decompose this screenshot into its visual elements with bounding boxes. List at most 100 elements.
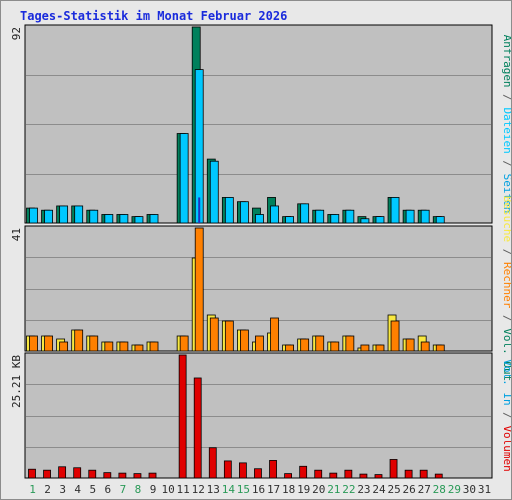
bar-volumen [133,473,142,479]
x-tick-label: 25 [387,483,400,496]
x-tick-label: 24 [372,483,386,496]
bar-rechner [315,335,325,352]
x-tick-label: 27 [418,483,431,496]
bar-rechner [300,338,310,352]
bar-dateien [405,209,415,224]
bar-dateien [209,160,219,224]
x-tick-label: 4 [74,483,81,496]
bar-volumen [178,354,187,479]
x-tick-label: 3 [59,483,66,496]
legend-entry-volumen: Volumen [501,425,512,471]
bar-rechner [345,335,355,352]
bar-volumen [28,468,36,479]
bar-dateien [315,209,325,224]
legend-separator: / [501,154,512,174]
bar-rechner [44,335,53,352]
bar-rechner [240,329,249,352]
bar-volumen [88,469,97,479]
x-tick-label: 7 [120,483,127,496]
legend-separator: / [501,242,512,262]
x-tick-label: 16 [252,483,265,496]
bar-dateien [285,216,294,224]
x-tick-label: 17 [267,483,280,496]
bar-volumen [419,469,428,479]
bar-rechner [194,227,204,352]
bar-rechner [104,341,114,352]
bar-volumen [374,474,383,479]
x-tick-label: 29 [448,483,461,496]
bar-dateien [330,214,340,224]
x-tick-label: 20 [312,483,325,496]
legend-bottom: Vol. In / Volumen [501,359,512,472]
bar-dateien [119,214,129,224]
bar-volumen [329,472,338,479]
bar-rechner [134,344,144,352]
legend-entry-anfragen: Vol. Out [501,328,512,381]
chart-title: Tages-Statistik im Monat Februar 2026 [20,9,288,23]
x-tick-label: 13 [207,483,220,496]
bar-dateien [240,201,249,224]
bar-dateien [59,205,69,224]
bar-volumen [118,472,127,479]
bar-dateien [300,203,310,224]
x-tick-label: 1 [29,483,36,496]
bar-volumen [103,472,112,479]
bar-rechner [390,320,400,352]
bar-rechner [375,344,385,352]
bar-rechner [435,344,445,352]
y-max-label-middle: 41 [10,228,23,241]
bar-volumen [389,459,398,479]
x-tick-label: 31 [478,483,491,496]
bar-rechner [119,341,129,352]
bar-rechner [405,338,415,352]
plot-area-bottom [24,352,493,479]
bar-volumen [193,377,202,479]
legend-middle: Besuche / Rechner / Vol. Out [501,196,512,381]
legend-separator: / [501,308,512,328]
bar-rechner [89,335,99,352]
bar-dateien [74,205,84,224]
bar-dateien [104,214,114,224]
bar-rechner [29,335,38,352]
x-tick-label: 28 [433,483,446,496]
x-tick-label: 30 [463,483,476,496]
x-tick-label: 15 [237,483,250,496]
bar-dateien [179,133,189,224]
bar-dateien [134,216,144,224]
bar-rechner [285,344,294,352]
legend-separator: / [501,88,512,108]
bar-volumen [344,469,353,479]
y-max-label-bottom: 25.21 KB [10,355,23,408]
legend-entry-seiten: Seiten [501,174,512,214]
y-max-label-top: 92 [10,27,23,40]
x-tick-label: 14 [222,483,236,496]
x-tick-label: 22 [342,483,355,496]
legend-entry-dateien: Dateien [501,107,512,153]
x-tick-label: 26 [403,483,416,496]
plot-area-middle [24,225,493,352]
bar-volumen [43,469,51,479]
bar-volumen [254,468,262,479]
x-tick-label: 2 [44,483,51,496]
bar-volumen [314,469,323,479]
legend-separator: / [501,406,512,426]
bar-rechner [330,341,340,352]
bar-volumen [269,460,277,479]
legend-entry-anfragen: Anfragen [501,35,512,88]
legend-entry-rechner: Rechner [501,262,512,309]
bar-dateien [29,207,38,224]
x-tick-label: 8 [135,483,142,496]
x-tick-label: 12 [192,483,205,496]
bar-volumen [73,467,82,479]
bar-volumen [208,447,217,479]
bar-dateien [420,209,430,224]
x-tick-label: 21 [327,483,340,496]
x-tick-label: 18 [282,483,295,496]
legend-entry-seiten: Vol. In [501,359,512,405]
bar-dateien [89,209,99,224]
bar-dateien [390,197,400,224]
bar-volumen [404,469,413,479]
bar-volumen [434,473,443,479]
